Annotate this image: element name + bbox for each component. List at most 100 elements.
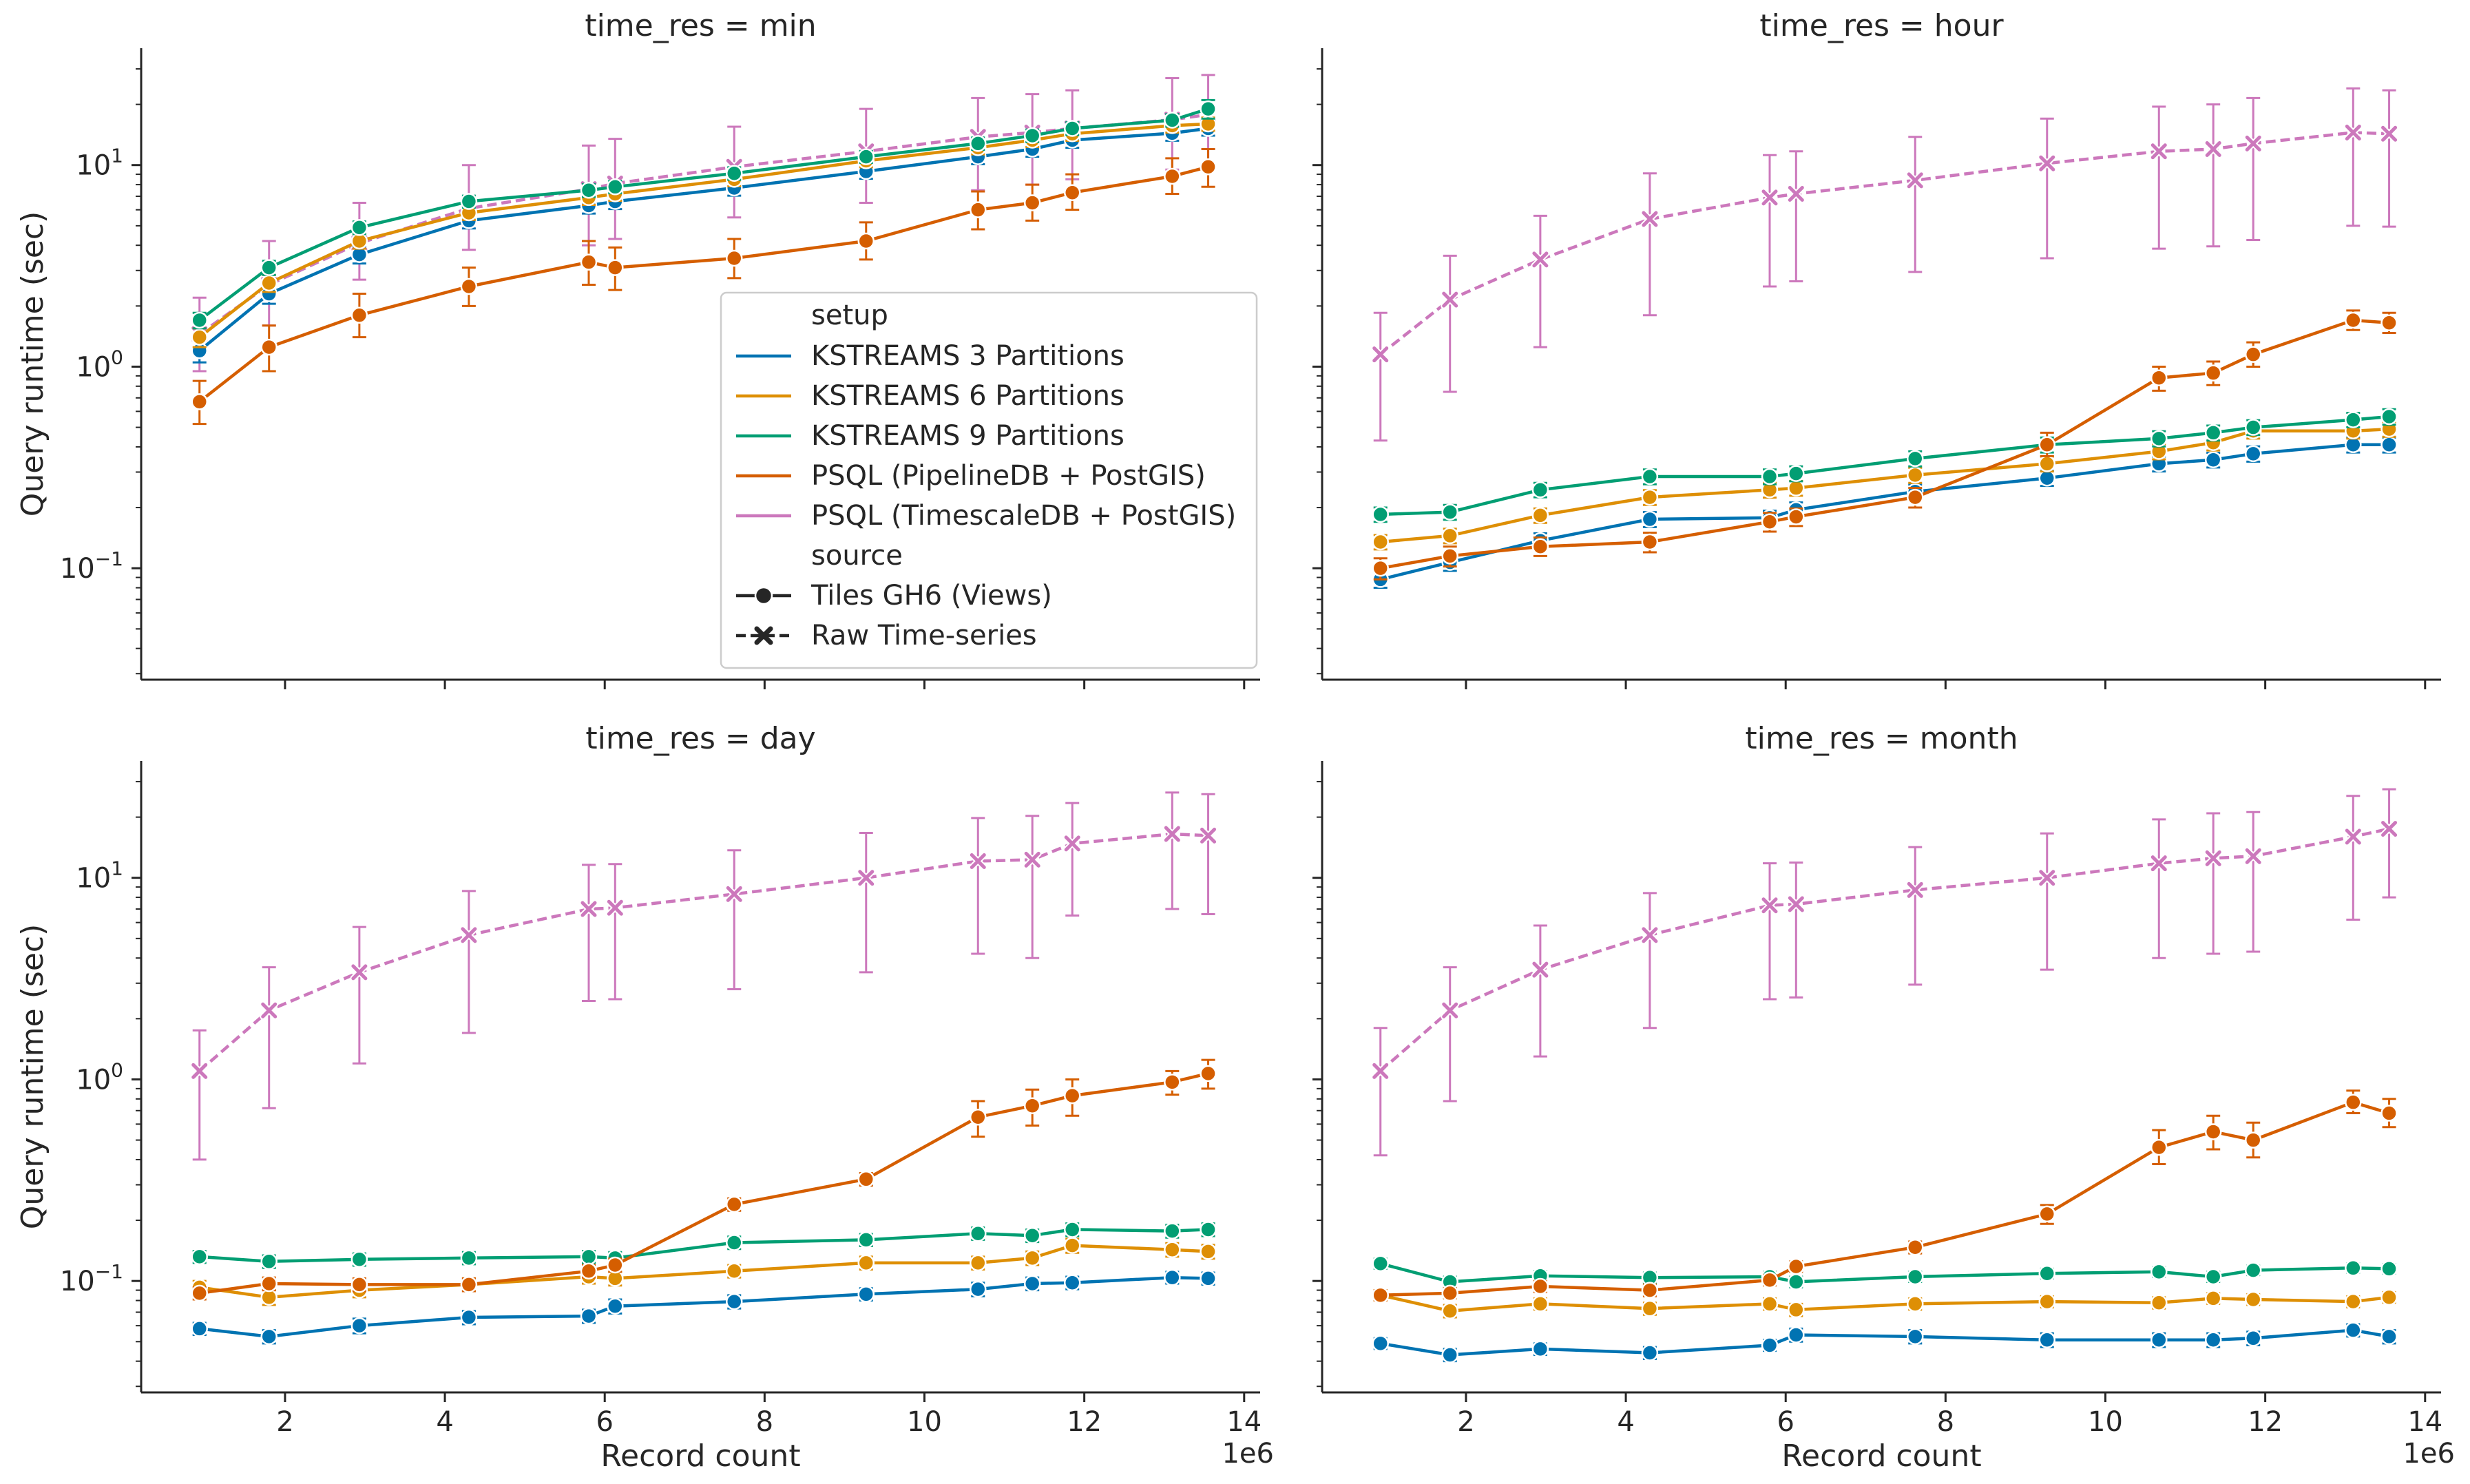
series-kstreams-6-partitions	[1372, 1286, 2398, 1319]
data-point	[1786, 184, 1806, 203]
y-axis-label: Query runtime (sec)	[15, 924, 50, 1229]
x-marker	[726, 886, 742, 902]
data-point	[1640, 209, 1660, 229]
data-point	[1907, 1328, 1924, 1346]
data-point	[2244, 1330, 2262, 1347]
x-marker	[2039, 155, 2055, 171]
x-marker	[1442, 291, 1458, 308]
x-marker	[1064, 835, 1080, 852]
x-axis-label: Record count	[1781, 1439, 1981, 1474]
x-marker	[1907, 172, 1923, 189]
data-point	[2244, 1290, 2262, 1308]
data-point	[260, 1328, 278, 1346]
data-point	[2244, 346, 2262, 363]
y-tick-label: 101	[76, 857, 123, 895]
data-point	[2244, 419, 2262, 436]
data-point	[2345, 1321, 2362, 1339]
data-point	[1761, 1295, 1779, 1313]
x-marker	[1442, 1002, 1458, 1018]
data-point	[970, 201, 987, 218]
data-point	[1641, 533, 1659, 551]
data-point	[2380, 1288, 2398, 1306]
y-axis-label: Query runtime (sec)	[15, 211, 50, 516]
data-point	[580, 1307, 598, 1325]
data-point	[970, 1254, 987, 1272]
data-point	[1441, 1284, 1458, 1302]
data-point	[2150, 1294, 2168, 1312]
x-marker	[858, 870, 875, 886]
data-point	[2243, 134, 2263, 153]
x-tick-label: 10	[907, 1406, 942, 1438]
data-point	[726, 1195, 743, 1213]
series-kstreams-9-partitions	[191, 98, 1217, 330]
data-point	[1907, 1238, 1924, 1256]
data-point	[2244, 1262, 2262, 1279]
x-multiplier-label: 1e6	[1222, 1438, 1274, 1470]
data-point	[1788, 1326, 1805, 1344]
data-point	[1641, 1282, 1659, 1299]
data-point	[2038, 1264, 2056, 1282]
y-tick-label: 101	[76, 145, 123, 182]
x-tick-label: 8	[756, 1406, 773, 1438]
x-marker	[2150, 143, 2167, 160]
y-tick-label: 10−1	[60, 547, 123, 585]
data-point	[1788, 1301, 1805, 1319]
data-point	[2380, 1328, 2398, 1346]
data-point	[1199, 826, 1218, 845]
data-point	[1063, 1274, 1081, 1291]
panel-title: time_res = hour	[1759, 8, 2004, 43]
data-point	[2380, 408, 2398, 426]
series-psql-timescaledb-postgis	[190, 791, 1218, 1161]
data-point	[2204, 1290, 2222, 1307]
x-marker	[351, 964, 368, 981]
data-point	[1788, 1273, 1805, 1290]
legend-marker	[754, 626, 773, 645]
data-point	[1164, 112, 1181, 129]
x-marker	[1372, 346, 1389, 363]
legend-entry: PSQL (PipelineDB + PostGIS)	[811, 460, 1206, 492]
data-point	[1200, 1270, 1217, 1287]
data-point	[1023, 1226, 1041, 1244]
x-tick-label: 12	[2248, 1406, 2283, 1438]
data-point	[2204, 424, 2222, 441]
data-point	[1788, 508, 1805, 525]
data-point	[2038, 1331, 2056, 1349]
data-point	[726, 249, 743, 267]
data-point	[1641, 1299, 1659, 1317]
data-point	[460, 1308, 478, 1326]
data-point	[1907, 1268, 1924, 1286]
x-tick-label: 14	[1226, 1406, 1262, 1438]
data-point	[1441, 547, 1458, 565]
data-point	[1761, 513, 1779, 530]
data-point	[260, 1253, 278, 1271]
data-point	[1162, 824, 1182, 844]
facet-panel-0: time_res = min 10−1 100 101 Query runtime (s…	[15, 8, 1260, 689]
data-point	[726, 1262, 743, 1280]
data-point	[2150, 1138, 2168, 1156]
x-tick-label: 2	[276, 1406, 293, 1438]
x-marker	[191, 1063, 208, 1079]
data-point	[2380, 314, 2398, 332]
data-point	[1023, 127, 1041, 145]
series-psql-pipelinedb-postgis	[191, 148, 1217, 426]
data-point	[2343, 123, 2363, 142]
data-point	[191, 393, 208, 410]
data-point	[1164, 1222, 1181, 1240]
data-point	[459, 926, 479, 945]
data-point	[2038, 154, 2057, 173]
data-point	[350, 1251, 368, 1268]
series-psql-timescaledb-postgis	[1371, 788, 2399, 1157]
data-point	[2204, 364, 2222, 382]
series-kstreams-3-partitions	[191, 1268, 1217, 1346]
x-marker	[461, 927, 477, 943]
data-point	[2150, 369, 2168, 386]
x-marker	[1788, 896, 1804, 912]
data-point	[1372, 533, 1389, 551]
data-point	[191, 311, 208, 329]
data-point	[607, 1297, 624, 1315]
data-point	[2038, 1205, 2056, 1223]
data-point	[260, 274, 278, 292]
data-point	[605, 898, 625, 917]
facet-panel-2: time_res = day 2 4 6 8 10 12 14 10−1 100 101 Record…	[15, 721, 1274, 1474]
panel-title: time_res = month	[1745, 721, 2018, 756]
